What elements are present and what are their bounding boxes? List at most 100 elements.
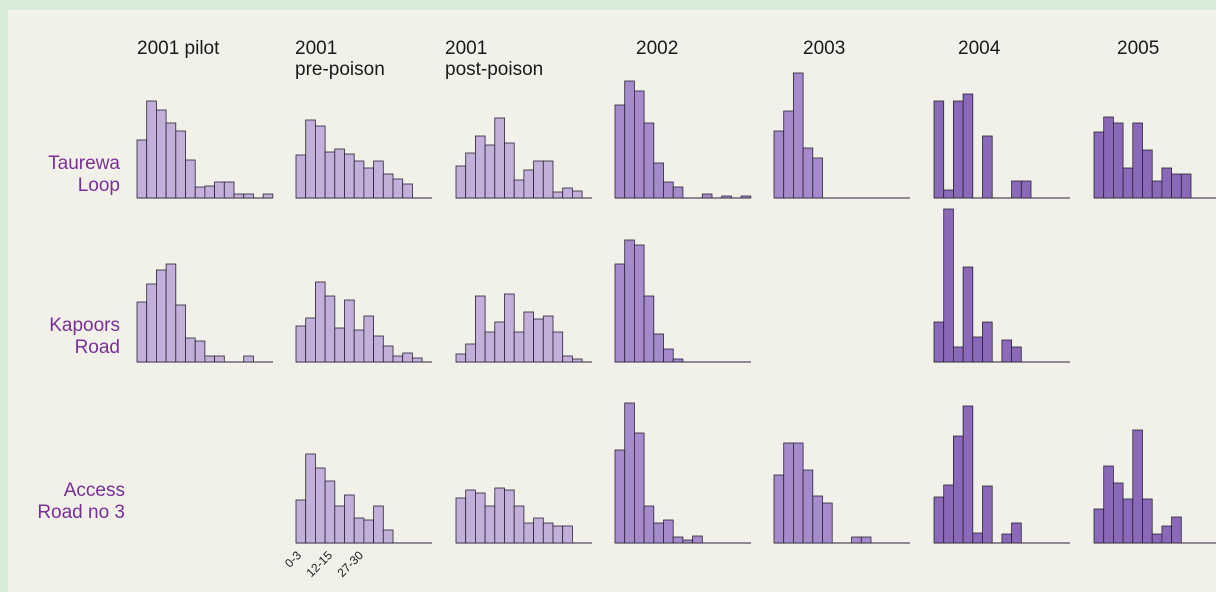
histogram-bar — [1151, 533, 1163, 544]
histogram-panel-r2-c2 — [455, 487, 592, 544]
histogram-bar — [533, 318, 544, 363]
histogram-bar — [972, 532, 983, 544]
histogram-bar — [1103, 465, 1114, 544]
histogram-bar — [204, 355, 215, 363]
histogram-bar — [943, 208, 954, 363]
histogram-bar — [972, 336, 983, 363]
histogram-bar — [933, 100, 945, 199]
histogram-bar — [194, 340, 206, 363]
column-header-2001-pilot: 2001 pilot — [137, 38, 220, 59]
histogram-bar — [353, 160, 365, 199]
histogram-bar — [773, 474, 785, 544]
histogram-panel-r2-c5 — [933, 405, 1070, 544]
histogram-bar — [1113, 482, 1124, 544]
histogram-bar — [314, 281, 326, 363]
histogram-bar — [373, 505, 384, 544]
histogram-bar — [1171, 173, 1182, 199]
column-header-2001-post-poison: 2001 post-poison — [445, 38, 544, 80]
histogram-bar — [523, 169, 535, 199]
histogram-bar — [1011, 180, 1022, 199]
histogram-bar — [982, 485, 993, 544]
histogram-bar — [962, 405, 974, 544]
chart-panel — [8, 10, 1216, 592]
histogram-bar — [513, 179, 525, 199]
histogram-bar — [1142, 149, 1153, 199]
histogram-bar — [136, 139, 148, 199]
histogram-bar — [783, 110, 794, 199]
column-header-2001-pre-poison: 2001 pre-poison — [295, 38, 385, 80]
histogram-bar — [653, 162, 664, 199]
histogram-bar — [562, 187, 573, 199]
histogram-panel-r0-c2 — [455, 117, 592, 199]
histogram-bar — [1180, 173, 1192, 199]
histogram-bar — [1103, 116, 1114, 199]
histogram-bar — [1001, 339, 1013, 363]
histogram-bar — [494, 487, 505, 544]
histogram-bar — [344, 153, 355, 199]
histogram-panel-r0-c6 — [1093, 116, 1216, 199]
histogram-bar — [1113, 122, 1124, 199]
histogram-bar — [552, 191, 564, 199]
histogram-bar — [353, 329, 365, 363]
histogram-panel-r0-c3 — [614, 80, 752, 199]
histogram-bar — [465, 489, 476, 544]
histogram-bar — [214, 355, 225, 363]
histogram-bar — [513, 331, 525, 363]
histogram-panel-r1-c2 — [455, 293, 592, 363]
histogram-panel-r2-c4 — [773, 442, 910, 544]
histogram-bar — [334, 327, 345, 363]
histogram-panel-r0-c1 — [295, 119, 432, 199]
histogram-bar — [204, 185, 215, 199]
histogram-bar — [474, 492, 486, 544]
histogram-bar — [562, 525, 573, 544]
histogram-bar — [484, 331, 496, 363]
histogram-bar — [295, 325, 307, 363]
histogram-panel-r0-c5 — [933, 93, 1070, 199]
histogram-panel-r0-c0 — [136, 100, 274, 199]
histogram-bar — [933, 321, 945, 363]
histogram-bar — [1001, 533, 1013, 544]
x-tick-label: 12-15 — [304, 548, 336, 580]
histogram-bar — [663, 519, 674, 544]
histogram-bar — [474, 295, 486, 363]
histogram-bar — [295, 499, 307, 544]
histogram-bar — [155, 269, 167, 363]
column-header-2005: 2005 — [1117, 38, 1160, 59]
histogram-bar — [953, 100, 964, 199]
row-header-kapoors-road: Kapoors Road — [49, 315, 120, 358]
histogram-bar — [542, 315, 554, 363]
histogram-bar — [1161, 525, 1173, 544]
histogram-bar — [624, 402, 635, 544]
histogram-bar — [953, 435, 964, 544]
histogram-bar — [504, 142, 515, 199]
histogram-bar — [494, 321, 505, 363]
column-header-2003: 2003 — [803, 38, 846, 59]
histogram-bar — [455, 353, 467, 363]
histogram-bar — [692, 535, 703, 544]
histogram-bar — [185, 337, 196, 363]
histogram-bar — [793, 442, 804, 544]
histogram-bar — [812, 495, 823, 544]
histogram-bar — [1011, 522, 1022, 544]
histogram-bar — [136, 301, 148, 363]
histogram-bar — [614, 104, 626, 199]
histogram-bar — [643, 505, 655, 544]
histogram-bar — [344, 299, 355, 363]
histogram-bar — [740, 195, 752, 199]
histogram-bar — [363, 315, 374, 363]
histogram-bar — [513, 505, 525, 544]
histogram-bar — [382, 529, 394, 544]
histogram-bar — [382, 173, 394, 199]
histogram-bar — [1122, 498, 1134, 544]
histogram-bar — [324, 480, 336, 544]
histogram-panel-r1-c0 — [136, 263, 273, 363]
histogram-bar — [721, 195, 732, 199]
histogram-bar — [663, 348, 674, 363]
histogram-bar — [614, 263, 626, 363]
histogram-bar — [783, 442, 794, 544]
histogram-bar — [175, 130, 186, 199]
histogram-bar — [494, 117, 505, 199]
histogram-bar — [165, 263, 177, 363]
histogram-bar — [373, 335, 384, 363]
histogram-bar — [1020, 180, 1032, 199]
